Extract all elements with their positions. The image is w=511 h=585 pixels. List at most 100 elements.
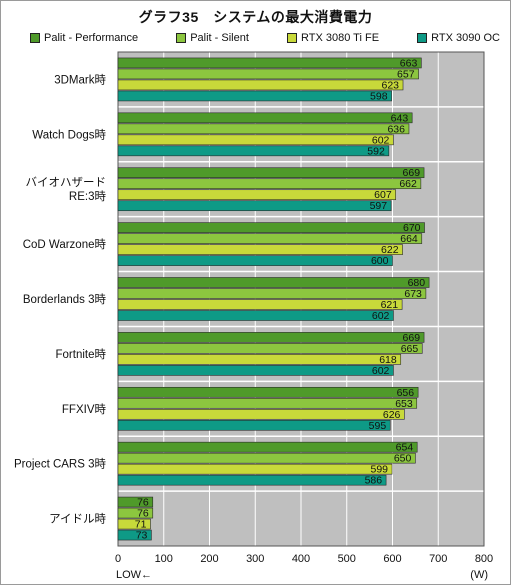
data-label: 673 [404,288,422,300]
bar [117,288,427,299]
x-tick-label: 500 [338,553,356,565]
x-tick-label: 300 [246,553,264,565]
category-label: バイオハザード [26,176,107,189]
legend-item: Palit - Performance [30,32,138,44]
data-label: 662 [399,178,417,190]
bar [117,529,152,541]
category-label: FFXIV時 [62,403,107,416]
data-label: 595 [369,420,387,432]
data-label: 607 [374,189,392,201]
x-tick-label: 100 [155,553,173,565]
data-label: 600 [371,255,389,267]
data-label: 653 [395,398,413,410]
data-label: 623 [381,79,399,91]
bar [117,189,397,201]
data-label: 665 [401,343,419,355]
data-label: 71 [135,519,147,531]
category-label: Fortnite時 [56,348,107,361]
data-label: 654 [396,442,414,454]
chart-title: グラフ35 システムの最大消費電力 [138,9,373,25]
bar [117,255,393,266]
bar [117,441,418,453]
bar [117,145,390,157]
data-label: 636 [387,123,405,135]
bar [117,222,425,233]
bar [117,496,154,508]
data-label: 669 [403,332,421,344]
legend-item: RTX 3080 Ti FE [286,32,380,44]
bar [117,397,418,409]
data-label: 663 [400,57,418,69]
bar [117,167,425,179]
bar [117,365,394,376]
data-label: 622 [381,244,399,256]
bar [117,343,423,354]
plot-border [117,51,485,547]
bar [117,79,404,91]
bar [117,518,151,530]
x-axis-note: LOW← [116,569,152,581]
bar [117,233,423,244]
data-label: 586 [365,475,383,487]
legend-swatch [286,33,297,43]
x-tick-label: 800 [475,553,493,565]
category-label: Watch Dogs時 [32,128,106,141]
category-label: RE:3時 [69,190,107,203]
legend-item: Palit - Silent [176,32,249,44]
bar [117,354,402,365]
bar [117,112,413,124]
legend-swatch [30,33,40,43]
data-label: 597 [370,200,388,212]
bar [117,244,403,255]
data-label: 76 [137,508,149,520]
data-label: 669 [403,167,421,179]
bar [117,68,419,80]
bar [117,474,387,486]
x-axis-unit: (W) [470,569,488,581]
bar [117,386,419,398]
category-label: 3DMark時 [54,73,106,86]
category-label: アイドル時 [49,513,106,526]
data-label: 656 [397,387,415,399]
bar [117,310,394,321]
bar [117,507,154,519]
data-label: 650 [394,453,412,465]
bar [117,134,394,146]
data-label: 680 [408,277,426,289]
data-label: 618 [379,354,397,366]
category-label: Project CARS 3時 [14,458,107,471]
legend-item: RTX 3090 OC [417,32,500,44]
bar [117,123,410,135]
data-label: 73 [136,530,148,542]
category-label: Borderlands 3時 [23,293,107,306]
bar [117,452,416,464]
data-label: 664 [400,233,418,245]
legend-label: Palit - Silent [190,32,249,44]
data-label: 602 [372,365,390,377]
x-tick-label: 0 [115,553,121,565]
legend-swatch [417,33,428,43]
bar [117,90,392,102]
x-tick-label: 400 [292,553,310,565]
bar [117,299,403,310]
legend-label: Palit - Performance [44,32,139,44]
data-label: 621 [381,299,399,311]
data-label: 602 [372,134,390,146]
data-label: 602 [372,310,390,322]
bar [117,200,392,212]
data-label: 643 [391,112,409,124]
data-label: 592 [367,145,385,157]
data-label: 598 [370,90,388,102]
chart-legend: Palit - Performance Palit - Silent RTX 308… [30,32,500,44]
bar [117,332,425,343]
legend-label: RTX 3090 OC [431,32,500,44]
bar [117,408,405,420]
data-label: 76 [137,497,149,509]
data-label: 626 [383,409,401,421]
x-tick-label: 700 [429,553,447,565]
legend-label: RTX 3080 Ti FE [300,32,380,44]
data-label: 657 [397,68,415,80]
bar [117,57,422,69]
data-label: 599 [371,464,389,476]
